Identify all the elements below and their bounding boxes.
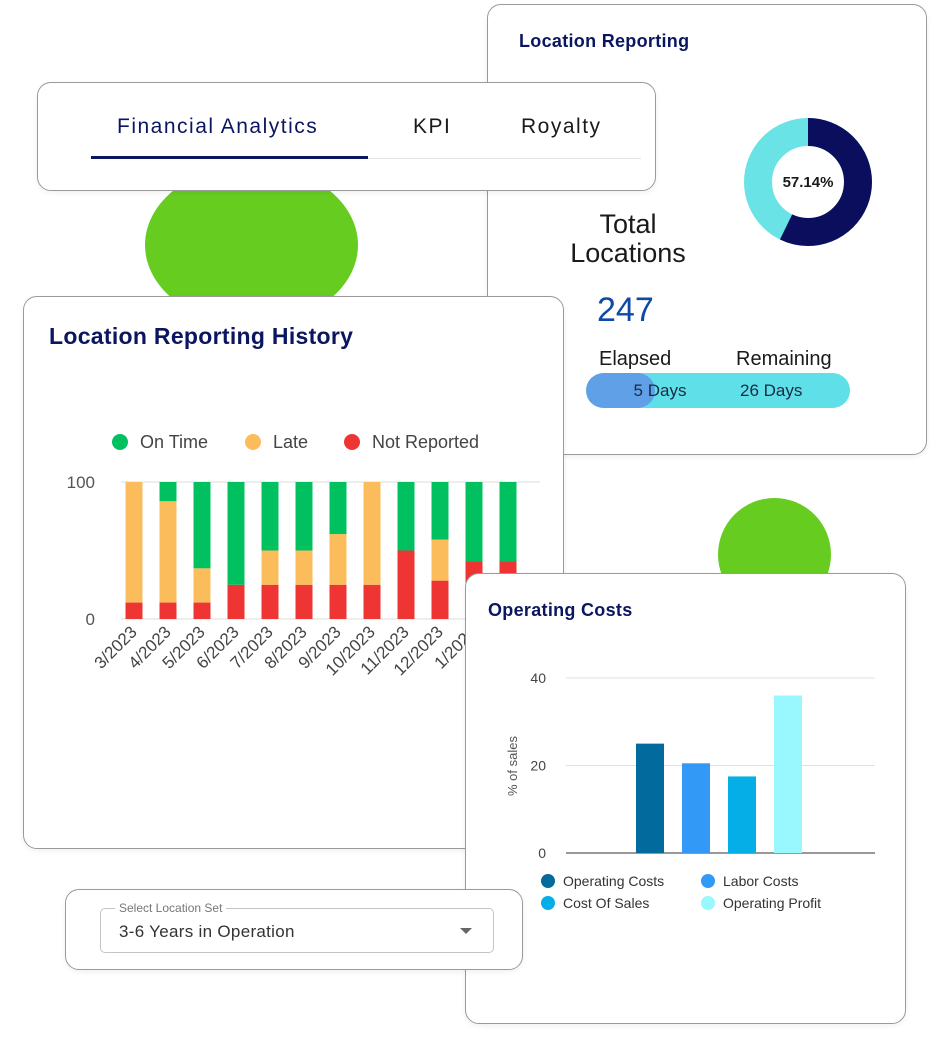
bar-segment <box>261 584 279 619</box>
legend-label: On Time <box>140 432 208 452</box>
total-locations-label: Total Locations <box>570 209 686 268</box>
y-axis-label: % of sales <box>505 736 520 796</box>
legend-label: Labor Costs <box>723 873 798 889</box>
remaining-days: 26 Days <box>740 381 803 400</box>
bar-segment <box>363 584 381 619</box>
location-set-value: 3-6 Years in Operation <box>119 922 295 941</box>
bar-segment <box>431 580 449 619</box>
operating-costs-card: Operating Costs 0 20 40 % of sales Operating… <box>465 573 906 1024</box>
location-set-select[interactable]: Select Location Set 3-6 Years in Operati… <box>100 901 494 953</box>
bar-segment <box>295 584 313 619</box>
bar-segment <box>227 584 245 619</box>
legend-marker <box>541 874 555 888</box>
location-reporting-title: Location Reporting <box>519 31 690 51</box>
bar-segment <box>499 482 517 562</box>
bar-segment <box>125 602 143 619</box>
elapsed-label: Elapsed <box>599 348 672 370</box>
bar-segment <box>329 584 347 619</box>
history-title: Location Reporting History <box>49 323 354 349</box>
bar-segment <box>125 482 143 603</box>
completion-donut: 57.14% <box>744 118 872 246</box>
bar <box>774 695 802 853</box>
bar <box>682 763 710 853</box>
bar-segment <box>329 482 347 535</box>
bar-segment <box>159 602 177 619</box>
bar-segment <box>397 550 415 619</box>
legend-marker <box>245 434 261 450</box>
bar-segment <box>431 539 449 581</box>
bar-segment <box>363 482 381 585</box>
bar-segment <box>159 482 177 502</box>
bar-segment <box>227 482 245 585</box>
location-set-card: Select Location Set 3-6 Years in Operati… <box>65 889 523 970</box>
bar-segment <box>295 482 313 551</box>
bar-segment <box>193 568 211 603</box>
y-tick-label: 20 <box>530 758 546 774</box>
total-locations-value: 247 <box>597 291 654 329</box>
tab-financial-analytics[interactable]: Financial Analytics <box>117 115 319 138</box>
legend-label: Operating Costs <box>563 873 664 889</box>
elapsed-fill <box>586 373 655 408</box>
bar-segment <box>329 534 347 585</box>
operating-costs-title: Operating Costs <box>488 600 633 620</box>
remaining-label: Remaining <box>736 348 832 370</box>
bar-segment <box>431 482 449 540</box>
bar-segment <box>159 501 177 603</box>
bar <box>728 776 756 853</box>
operating-costs-bar-chart: 0 20 40 % of sales Operating Costs Labor Cost… <box>505 670 875 911</box>
legend-label: Operating Profit <box>723 895 821 911</box>
y-tick-label: 0 <box>538 845 546 861</box>
bar-segment <box>397 482 415 551</box>
bar-segment <box>261 482 279 551</box>
period-progress-bar: 5 Days 26 Days <box>586 373 850 408</box>
legend-marker <box>344 434 360 450</box>
legend-marker <box>701 874 715 888</box>
location-set-label: Select Location Set <box>115 901 227 915</box>
bar-segment <box>193 482 211 569</box>
bar <box>636 743 664 853</box>
legend-label: Late <box>273 432 308 452</box>
bar-segment <box>465 482 483 562</box>
bar-segment <box>261 550 279 585</box>
legend-marker <box>541 896 555 910</box>
location-reporting-card: Location Reporting 57.14% Total Location… <box>487 4 927 455</box>
elapsed-days: 5 Days <box>633 381 687 400</box>
legend-marker <box>701 896 715 910</box>
legend-label: Not Reported <box>372 432 479 452</box>
donut-percent-label: 57.14% <box>783 174 834 191</box>
legend-marker <box>112 434 128 450</box>
bar-segment <box>295 550 313 585</box>
analytics-tabs-card: Financial Analytics KPI Royalty <box>37 82 656 191</box>
tab-royalty[interactable]: Royalty <box>521 115 602 138</box>
tab-kpi[interactable]: KPI <box>413 115 452 138</box>
y-tick-label: 0 <box>86 610 95 629</box>
legend-label: Cost Of Sales <box>563 895 649 911</box>
bar-segment <box>193 602 211 619</box>
y-tick-label: 100 <box>67 473 95 492</box>
chevron-down-icon[interactable] <box>460 928 472 934</box>
active-tab-indicator <box>91 156 368 159</box>
y-tick-label: 40 <box>530 670 546 686</box>
